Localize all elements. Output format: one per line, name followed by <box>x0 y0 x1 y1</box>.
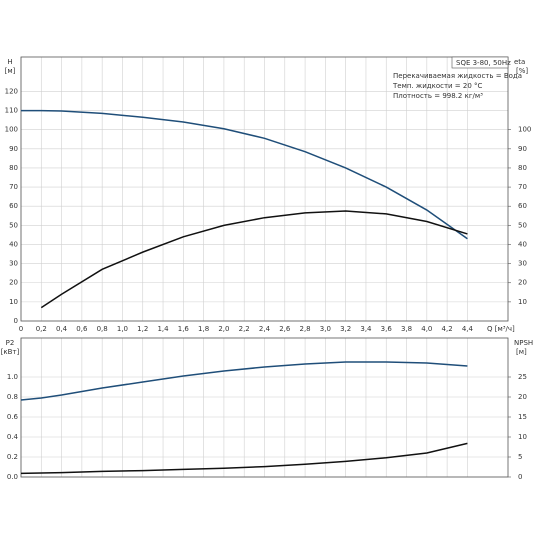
curve <box>20 361 468 401</box>
y2-tick-label: 90 <box>518 145 527 153</box>
x-tick-label: 2,2 <box>239 325 250 333</box>
y2-tick-label: 20 <box>518 279 527 287</box>
curve <box>40 210 468 309</box>
y-axis-unit: [м] <box>5 67 16 75</box>
y-tick-label: 80 <box>9 164 18 172</box>
plot-frame <box>20 337 509 478</box>
x-tick-label: 0,2 <box>36 325 47 333</box>
y2-tick-label: 40 <box>518 240 527 248</box>
y-tick-label: 70 <box>9 183 18 191</box>
x-tick-label: 2,6 <box>279 325 291 333</box>
y-tick-label: 30 <box>9 260 18 268</box>
x-tick-label: 2,0 <box>218 325 229 333</box>
curve <box>21 109 468 240</box>
y2-tick-label: 5 <box>518 453 522 461</box>
y-tick-label: 120 <box>5 87 18 95</box>
x-tick-label: 3,4 <box>360 325 372 333</box>
annotation: Плотность = 998.2 кг/м³ <box>393 92 483 100</box>
y2-tick-label: 80 <box>518 164 527 172</box>
x-tick-label: 2,8 <box>300 325 311 333</box>
annotation-box <box>451 56 509 69</box>
annotation: Перекачиваемая жидкость = Вода <box>393 72 522 80</box>
y-tick-label: 40 <box>9 240 18 248</box>
x-tick-label: 4,0 <box>421 325 432 333</box>
y2-axis-name: eta <box>514 58 525 66</box>
y-tick-label: 10 <box>9 298 18 306</box>
x-tick-label: 1,6 <box>178 325 190 333</box>
y2-tick-label: 10 <box>518 298 527 306</box>
y2-tick-label: 15 <box>518 413 527 421</box>
y-tick-label: 100 <box>5 126 18 134</box>
x-tick-label: 1,0 <box>117 325 128 333</box>
x-tick-label: 3,6 <box>381 325 393 333</box>
y-tick-label: 0.6 <box>7 413 19 421</box>
annotation: Темп. жидкости = 20 °C <box>392 82 483 90</box>
y-tick-label: 0.2 <box>7 453 18 461</box>
y-tick-label: 0.0 <box>7 473 18 481</box>
y2-axis-unit: [м] <box>516 348 527 356</box>
plot-frame <box>20 56 509 322</box>
y2-axis-name: NPSH <box>514 339 533 347</box>
y2-tick-label: 70 <box>518 183 527 191</box>
x-tick-label: 1,2 <box>137 325 148 333</box>
x-tick-label: 3,2 <box>340 325 351 333</box>
x-tick-label: 0,6 <box>76 325 88 333</box>
y-tick-label: 110 <box>5 107 18 115</box>
y-tick-label: 0 <box>14 317 18 325</box>
y2-axis-unit: [%] <box>516 67 528 75</box>
x-tick-label: 0,4 <box>56 325 68 333</box>
y2-tick-label: 25 <box>518 373 527 381</box>
y-tick-label: 1.0 <box>7 373 18 381</box>
y2-tick-label: 100 <box>518 126 531 134</box>
y-tick-label: 20 <box>9 279 18 287</box>
y2-tick-label: 30 <box>518 260 527 268</box>
y-tick-label: 0.8 <box>7 393 18 401</box>
x-tick-label: 0,8 <box>97 325 108 333</box>
x-tick-label: 0 <box>19 325 23 333</box>
y-axis-name: H <box>7 58 12 66</box>
y2-tick-label: 50 <box>518 221 527 229</box>
y2-tick-label: 60 <box>518 202 527 210</box>
x-tick-label: 2,4 <box>259 325 271 333</box>
y-tick-label: 50 <box>9 221 18 229</box>
y-tick-label: 90 <box>9 145 18 153</box>
y2-tick-label: 10 <box>518 433 527 441</box>
curve <box>20 442 468 475</box>
y2-tick-label: 20 <box>518 393 527 401</box>
y-tick-label: 60 <box>9 202 18 210</box>
annotation: SQE 3-80, 50Hz <box>456 59 511 67</box>
y-tick-label: 0.4 <box>7 433 19 441</box>
y2-tick-label: 0 <box>518 473 522 481</box>
x-tick-label: 3,8 <box>401 325 412 333</box>
x-tick-label: 1,4 <box>157 325 169 333</box>
x-tick-label: 4,4 <box>462 325 474 333</box>
x-axis-label: Q [м³/ч] <box>487 325 515 333</box>
y-axis-name: P2 <box>6 339 15 347</box>
x-tick-label: 4,2 <box>442 325 453 333</box>
x-tick-label: 3,0 <box>320 325 331 333</box>
x-tick-label: 1,8 <box>198 325 209 333</box>
y-axis-unit: [кВт] <box>1 348 20 356</box>
